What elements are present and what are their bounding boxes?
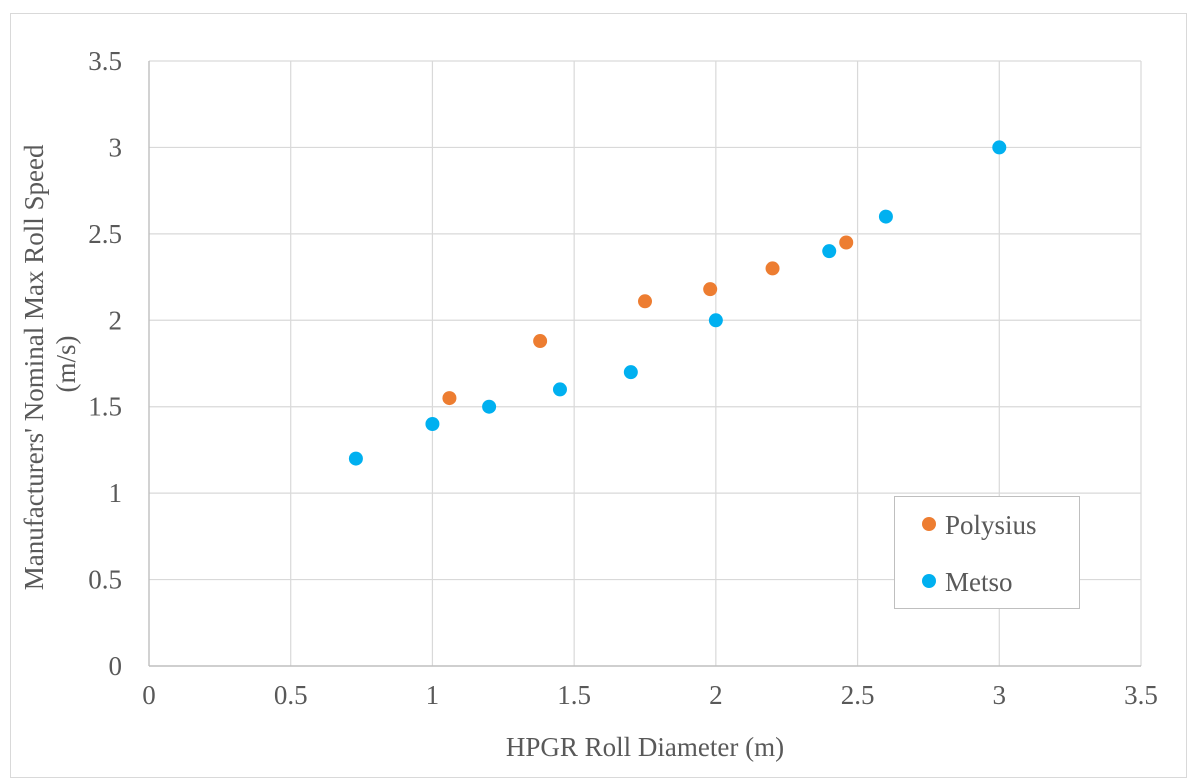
data-point-metso	[482, 399, 497, 414]
x-tick-label: 1.5	[557, 680, 591, 710]
y-tick-label: 3.5	[88, 46, 122, 76]
x-tick-label: 1	[426, 680, 440, 710]
data-point-metso	[552, 382, 567, 397]
y-tick-label: 3	[109, 132, 123, 162]
y-axis-label-line-2: (m/s)	[51, 336, 81, 393]
legend: Polysius Metso	[894, 496, 1080, 609]
y-tick-label: 0	[109, 651, 123, 681]
x-tick-label: 0.5	[274, 680, 308, 710]
data-point-metso	[822, 244, 837, 259]
y-tick-label: 1.5	[88, 392, 122, 422]
legend-label-metso: Metso	[945, 567, 1013, 597]
data-point-polysius	[638, 294, 652, 309]
data-point-polysius	[765, 261, 780, 276]
data-point-metso	[348, 451, 363, 466]
gridlines	[149, 60, 1142, 666]
x-tick-label: 3.5	[1124, 680, 1158, 710]
y-tick-label: 0.5	[88, 565, 122, 595]
axes	[148, 61, 1141, 667]
x-tick-labels: 0 0.5 1 1.5 2 2.5 3 3.5	[142, 680, 1158, 710]
y-tick-label: 2.5	[88, 219, 122, 249]
data-points	[348, 140, 1007, 466]
x-tick-label: 3	[993, 680, 1007, 710]
data-point-polysius	[703, 282, 718, 297]
data-point-metso	[992, 140, 1007, 155]
y-tick-label: 1	[109, 478, 123, 508]
chart-border	[10, 13, 1187, 778]
y-axis-label-line-1: Manufacturers' Nominal Max Roll Speed	[19, 144, 49, 590]
x-tick-label: 0	[142, 680, 156, 710]
x-tick-label: 2.5	[841, 680, 875, 710]
legend-marker-polysius	[922, 517, 936, 531]
y-tick-labels: 0 0.5 1 1.5 2 2.5 3 3.5	[88, 46, 122, 681]
x-axis-label: HPGR Roll Diameter (m)	[506, 732, 784, 762]
x-tick-label: 2	[709, 680, 723, 710]
data-point-polysius	[442, 391, 457, 406]
y-axis-label: Manufacturers' Nominal Max Roll Speed (m…	[19, 138, 81, 591]
legend-marker-metso	[922, 574, 936, 588]
legend-label-polysius: Polysius	[945, 510, 1037, 540]
data-point-metso	[425, 417, 440, 431]
data-point-metso	[878, 209, 893, 224]
data-point-polysius	[839, 235, 854, 250]
y-tick-label: 2	[109, 305, 123, 335]
legend-box	[894, 496, 1080, 609]
data-point-metso	[708, 313, 723, 328]
data-point-polysius	[533, 334, 548, 349]
data-point-metso	[623, 365, 638, 380]
